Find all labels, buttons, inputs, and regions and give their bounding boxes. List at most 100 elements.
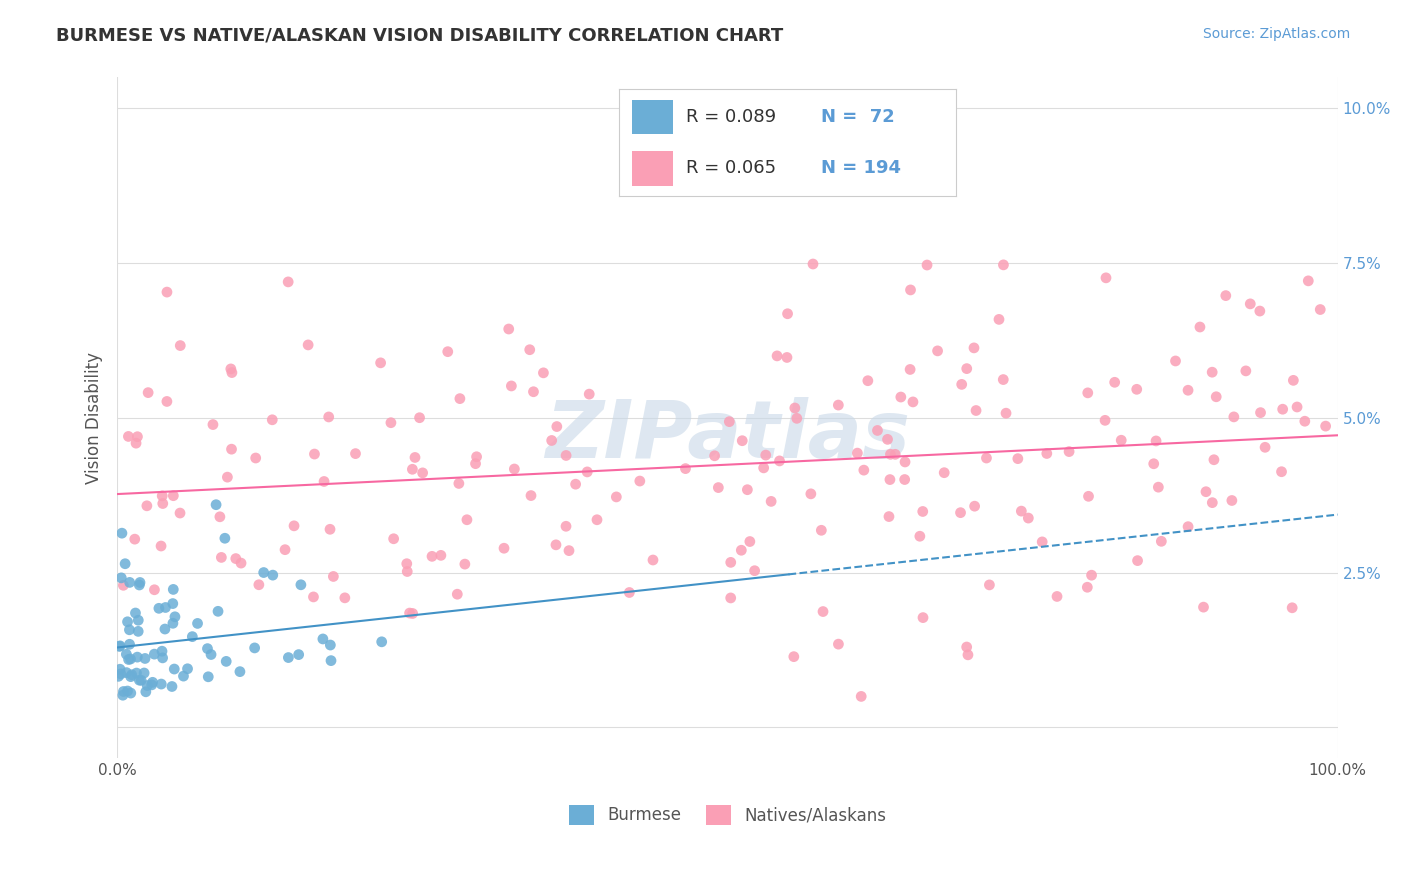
Point [162, 489, 184, 503]
Text: N = 194: N = 194 [821, 160, 901, 178]
Point [576, 465, 599, 479]
Point [127, 624, 149, 639]
Point [110, 666, 132, 681]
Point [1109, 434, 1132, 448]
Point [172, 669, 194, 683]
Point [1080, 568, 1102, 582]
Point [446, 587, 468, 601]
Point [1201, 365, 1223, 379]
Point [1250, 406, 1272, 420]
Text: BURMESE VS NATIVE/ALASKAN VISION DISABILITY CORRELATION CHART: BURMESE VS NATIVE/ALASKAN VISION DISABIL… [56, 27, 783, 45]
Point [1125, 382, 1147, 396]
Point [519, 343, 541, 357]
Point [134, 665, 156, 680]
Point [720, 555, 742, 569]
Point [430, 549, 453, 563]
Point [464, 457, 486, 471]
Point [150, 677, 173, 691]
Point [898, 362, 921, 376]
Point [465, 450, 488, 464]
Point [333, 591, 356, 605]
Point [117, 429, 139, 443]
Text: Source: ZipAtlas.com: Source: ZipAtlas.com [1202, 27, 1350, 41]
Point [827, 637, 849, 651]
Point [1309, 302, 1331, 317]
Point [136, 385, 159, 400]
Point [129, 673, 152, 688]
Point [118, 623, 141, 637]
Point [344, 447, 367, 461]
Point [124, 532, 146, 546]
Point [229, 665, 252, 679]
Point [134, 651, 156, 665]
Point [382, 532, 405, 546]
Point [737, 483, 759, 497]
Point [117, 684, 139, 698]
Text: R = 0.089: R = 0.089 [686, 108, 776, 126]
Point [304, 447, 326, 461]
Point [370, 356, 392, 370]
Point [127, 650, 149, 665]
Point [200, 648, 222, 662]
Point [810, 523, 832, 537]
Point [956, 648, 979, 662]
Point [564, 477, 586, 491]
Point [117, 652, 139, 666]
Point [408, 410, 430, 425]
Point [277, 650, 299, 665]
Point [302, 590, 325, 604]
Point [395, 557, 418, 571]
Y-axis label: Vision Disability: Vision Disability [86, 351, 103, 483]
Point [162, 582, 184, 597]
Legend: Burmese, Natives/Alaskans: Burmese, Natives/Alaskans [562, 798, 893, 831]
Point [412, 466, 434, 480]
Point [114, 557, 136, 571]
Point [988, 312, 1011, 326]
Point [197, 641, 219, 656]
Point [1147, 480, 1170, 494]
Point [766, 349, 789, 363]
Point [893, 473, 915, 487]
Point [768, 454, 790, 468]
Point [1177, 384, 1199, 398]
Point [1249, 304, 1271, 318]
Point [1298, 274, 1320, 288]
Point [436, 344, 458, 359]
Point [121, 667, 143, 681]
Point [127, 430, 149, 444]
Point [111, 526, 134, 541]
Point [209, 550, 232, 565]
Point [125, 666, 148, 681]
Point [107, 669, 129, 683]
Point [125, 436, 148, 450]
Point [1094, 413, 1116, 427]
Point [370, 635, 392, 649]
Point [755, 448, 778, 462]
Point [675, 461, 697, 475]
Point [118, 575, 141, 590]
Point [1017, 511, 1039, 525]
Point [162, 597, 184, 611]
Point [197, 670, 219, 684]
Point [752, 461, 775, 475]
Point [1294, 414, 1316, 428]
Point [396, 565, 419, 579]
Point [447, 476, 470, 491]
Point [503, 462, 526, 476]
Point [155, 600, 177, 615]
Point [744, 564, 766, 578]
Point [253, 566, 276, 580]
Point [1192, 600, 1215, 615]
Point [956, 640, 979, 654]
Point [1286, 400, 1309, 414]
Point [738, 534, 761, 549]
Point [277, 275, 299, 289]
Point [401, 607, 423, 621]
Point [319, 654, 342, 668]
Point [890, 390, 912, 404]
Point [319, 638, 342, 652]
Point [243, 640, 266, 655]
Point [993, 373, 1015, 387]
Text: ZIPatlas: ZIPatlas [546, 398, 910, 475]
Point [533, 366, 555, 380]
